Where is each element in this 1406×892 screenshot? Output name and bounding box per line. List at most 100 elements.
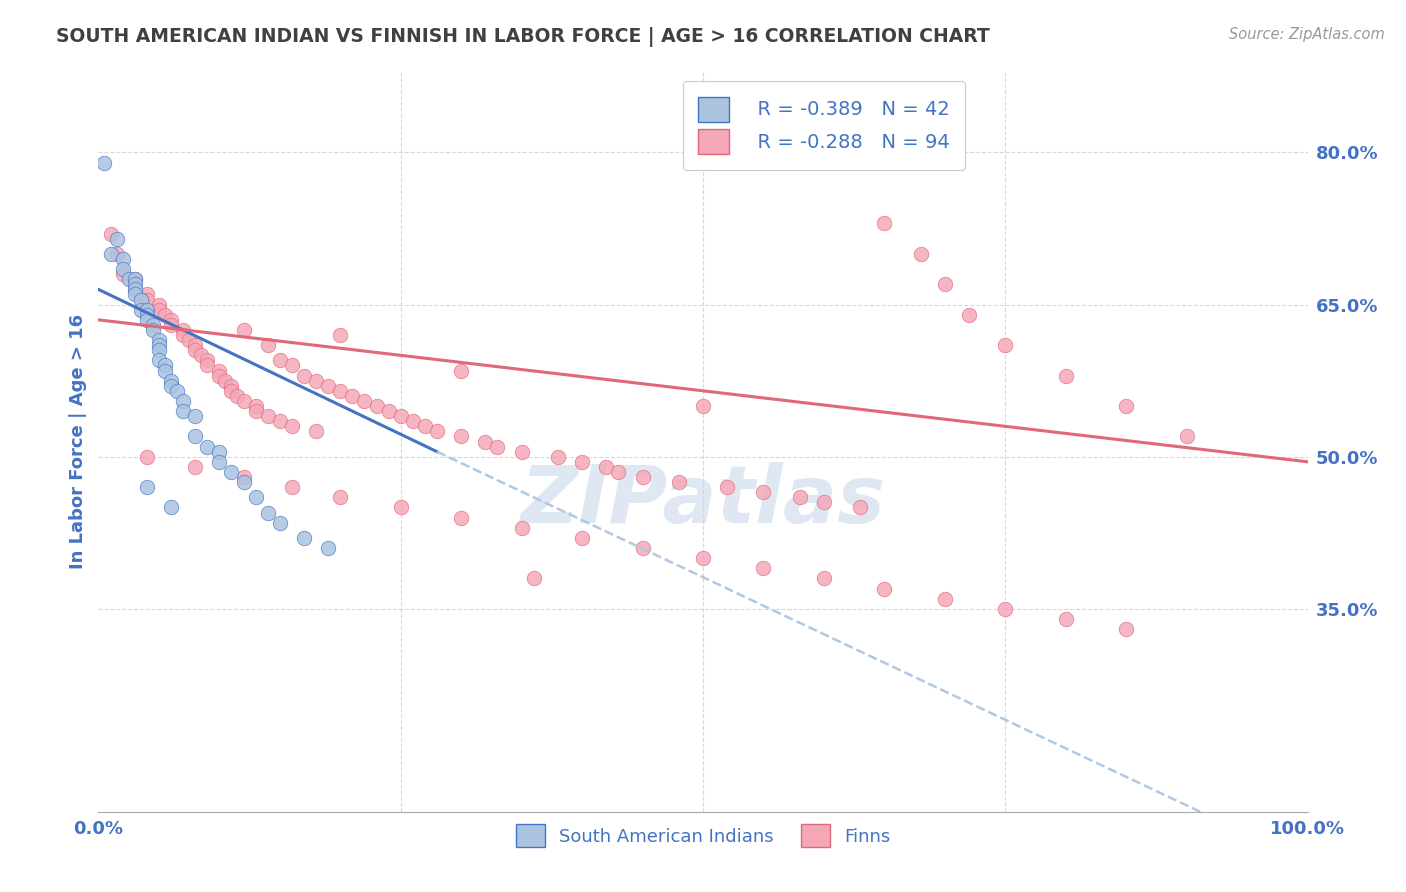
Point [172, 328, 194, 343]
Point [292, 531, 315, 545]
Point [232, 475, 254, 489]
Point [1115, 622, 1137, 636]
Point [994, 338, 1017, 352]
Point [118, 272, 141, 286]
Point [148, 338, 170, 352]
Point [153, 363, 176, 377]
Point [105, 232, 128, 246]
Point [148, 302, 170, 317]
Point [135, 313, 157, 327]
Point [269, 414, 291, 428]
Point [329, 384, 352, 398]
Point [226, 389, 249, 403]
Point [208, 444, 231, 458]
Point [221, 384, 243, 398]
Point [813, 495, 835, 509]
Point [849, 500, 872, 515]
Point [153, 359, 176, 373]
Point [135, 308, 157, 322]
Point [153, 308, 176, 322]
Point [934, 591, 956, 606]
Point [166, 384, 188, 398]
Text: ZIPatlas: ZIPatlas [520, 462, 886, 540]
Point [692, 399, 714, 413]
Point [208, 455, 231, 469]
Point [245, 399, 267, 413]
Point [184, 409, 207, 424]
Point [135, 287, 157, 301]
Point [148, 298, 170, 312]
Point [179, 333, 201, 347]
Point [716, 480, 738, 494]
Point [184, 429, 207, 443]
Point [450, 429, 472, 443]
Point [269, 516, 291, 530]
Point [353, 394, 375, 409]
Point [135, 450, 157, 464]
Point [329, 491, 352, 505]
Point [631, 541, 654, 555]
Point [631, 470, 654, 484]
Point [292, 368, 315, 383]
Point [389, 500, 412, 515]
Point [124, 282, 146, 296]
Point [510, 521, 533, 535]
Point [124, 282, 146, 296]
Point [607, 465, 630, 479]
Point [873, 582, 896, 596]
Point [190, 348, 212, 362]
Point [124, 287, 146, 301]
Point [148, 333, 170, 347]
Point [195, 359, 218, 373]
Legend: South American Indians, Finns: South American Indians, Finns [509, 817, 897, 855]
Point [221, 465, 243, 479]
Point [124, 272, 146, 286]
Point [547, 450, 569, 464]
Point [450, 510, 472, 524]
Point [305, 374, 328, 388]
Point [281, 480, 304, 494]
Point [208, 363, 231, 377]
Point [160, 378, 183, 392]
Point [135, 302, 157, 317]
Y-axis label: In Labor Force | Age > 16: In Labor Force | Age > 16 [69, 314, 87, 569]
Point [281, 419, 304, 434]
Point [148, 353, 170, 368]
Point [305, 425, 328, 439]
Point [1054, 612, 1077, 626]
Point [93, 155, 115, 169]
Point [129, 293, 152, 307]
Point [172, 394, 194, 409]
Point [668, 475, 690, 489]
Point [111, 262, 134, 277]
Point [789, 491, 811, 505]
Point [256, 506, 278, 520]
Point [281, 359, 304, 373]
Point [269, 353, 291, 368]
Point [402, 414, 425, 428]
Point [994, 602, 1017, 616]
Point [184, 459, 207, 474]
Point [148, 343, 170, 358]
Point [100, 227, 122, 241]
Point [934, 277, 956, 292]
Point [873, 217, 896, 231]
Point [366, 399, 388, 413]
Point [195, 440, 218, 454]
Point [523, 571, 546, 585]
Point [111, 267, 134, 281]
Point [389, 409, 412, 424]
Point [256, 409, 278, 424]
Point [100, 247, 122, 261]
Point [813, 571, 835, 585]
Text: Source: ZipAtlas.com: Source: ZipAtlas.com [1229, 27, 1385, 42]
Point [160, 318, 183, 332]
Point [316, 378, 339, 392]
Point [510, 444, 533, 458]
Point [486, 440, 509, 454]
Point [232, 470, 254, 484]
Point [910, 247, 932, 261]
Point [142, 323, 165, 337]
Point [195, 353, 218, 368]
Point [595, 459, 617, 474]
